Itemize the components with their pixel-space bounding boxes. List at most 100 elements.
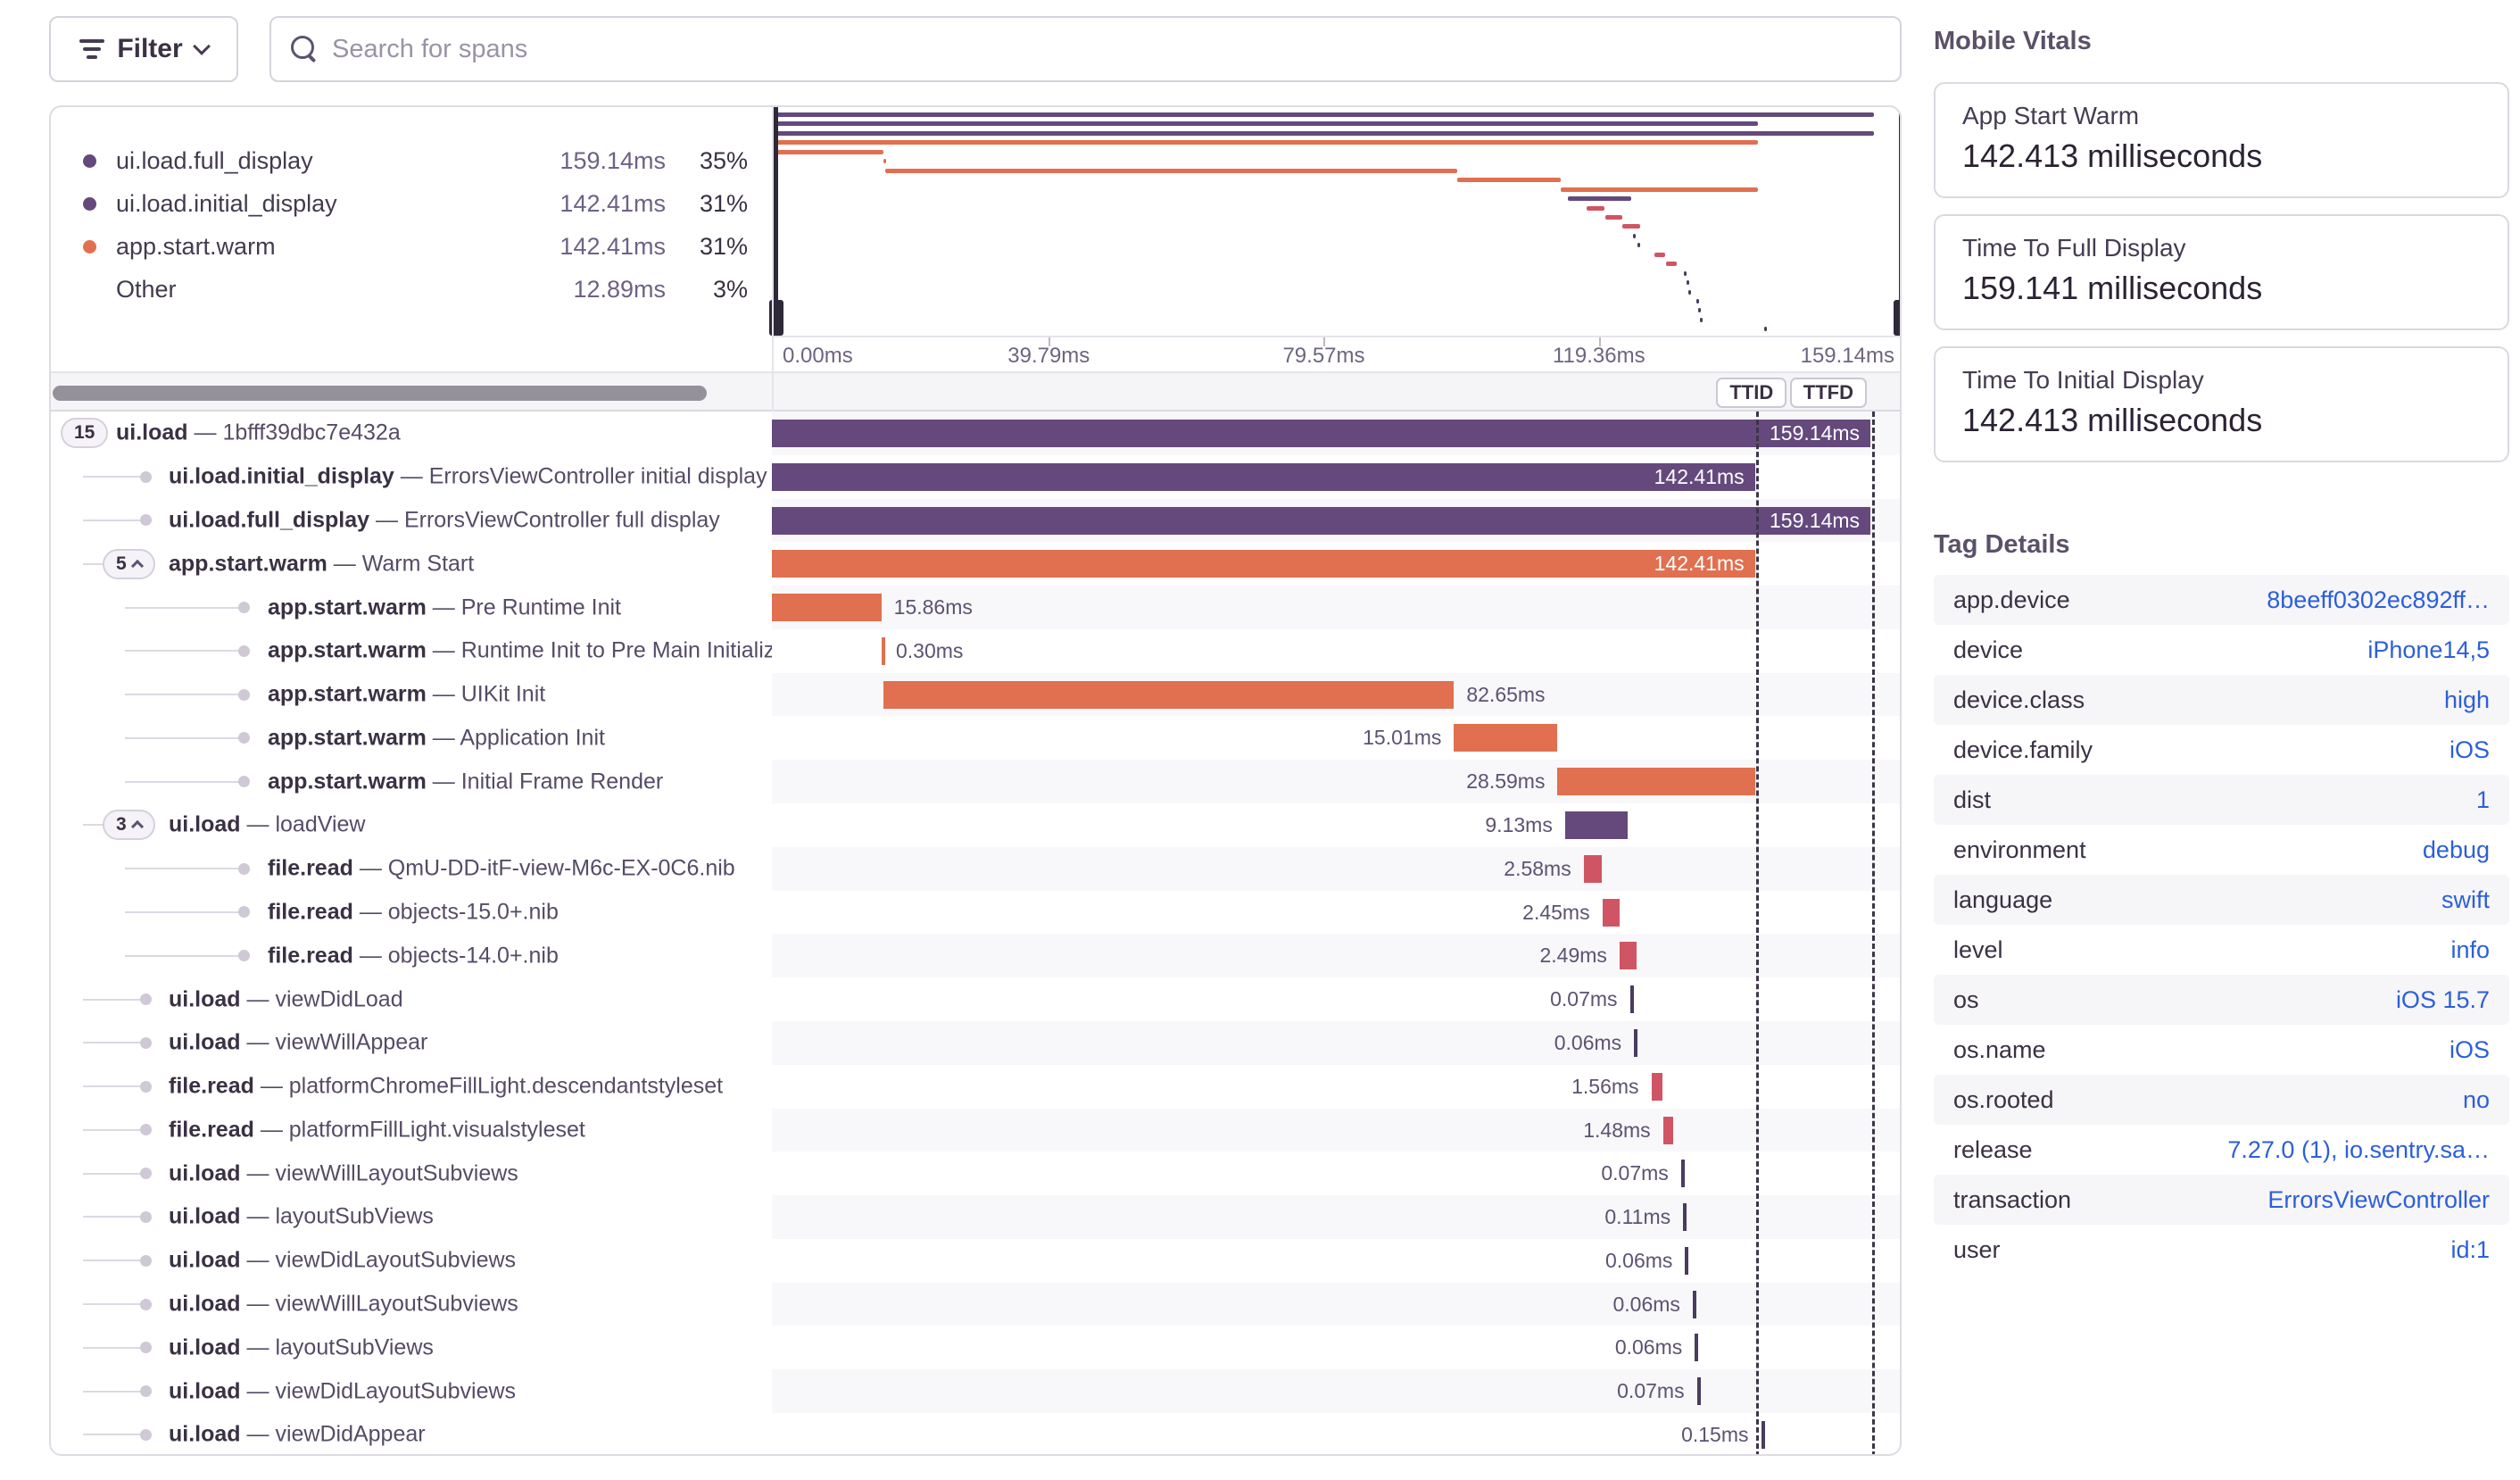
- span-duration-bar: [1634, 1028, 1638, 1057]
- span-name: file.read — objects-15.0+.nib: [268, 899, 559, 925]
- tag-value-link[interactable]: iPhone14,5: [2367, 636, 2490, 663]
- search-input[interactable]: [332, 34, 1880, 64]
- span-name: app.start.warm — Runtime Init to Pre Mai…: [268, 637, 772, 663]
- tree-node-dot-icon: [140, 514, 152, 527]
- tag-key: device.family: [1953, 736, 2093, 763]
- tree-horizontal-scrollbar[interactable]: [53, 386, 707, 401]
- span-count-toggle[interactable]: 3: [103, 810, 155, 841]
- span-row[interactable]: app.start.warm — UIKit Init 82.65ms: [51, 672, 1900, 717]
- span-tree-cell: 15 ui.load — 1bfff39dbc7e432a: [51, 412, 772, 455]
- minimap-span-bar: [1666, 262, 1677, 267]
- span-row[interactable]: 5 app.start.warm — Warm Start 142.41ms: [51, 542, 1900, 586]
- tag-row: language swift: [1934, 875, 2509, 925]
- tree-connector-line: [83, 1128, 147, 1131]
- tag-value-link[interactable]: id:1: [2450, 1235, 2490, 1263]
- tag-row: user id:1: [1934, 1225, 2509, 1275]
- span-row[interactable]: app.start.warm — Initial Frame Render 28.…: [51, 760, 1900, 804]
- span-row[interactable]: ui.load — viewWillLayoutSubviews 0.06ms: [51, 1282, 1900, 1326]
- minimap-span-bar: [774, 140, 1759, 146]
- span-count-toggle[interactable]: 15: [61, 418, 109, 449]
- minimap-span-bar: [774, 149, 883, 154]
- tree-connector-line: [125, 694, 244, 696]
- span-tree-cell: 5 app.start.warm — Warm Start: [51, 542, 772, 586]
- span-duration-label: 159.14ms: [1770, 421, 1861, 445]
- minimap-span-bar: [774, 130, 1874, 136]
- tree-connector-line: [83, 562, 104, 565]
- ttid-marker-line: [1756, 412, 1760, 1454]
- span-row[interactable]: ui.load — layoutSubViews 0.06ms: [51, 1326, 1900, 1370]
- span-row[interactable]: ui.load — layoutSubViews 0.11ms: [51, 1195, 1900, 1239]
- span-row[interactable]: ui.load.initial_display — ErrorsViewCont…: [51, 454, 1900, 499]
- ttfd-chip[interactable]: TTFD: [1789, 378, 1867, 408]
- span-duration-label: 0.07ms: [1617, 1379, 1685, 1403]
- span-bar-cell: 1.56ms: [772, 1065, 1900, 1109]
- tag-value-link[interactable]: iOS 15.7: [2395, 985, 2490, 1013]
- tag-value-link[interactable]: 8beeff0302ec892ff…: [2267, 586, 2490, 613]
- ttid-chip[interactable]: TTID: [1716, 378, 1787, 408]
- span-row[interactable]: ui.load — viewDidAppear 0.15ms: [51, 1412, 1900, 1454]
- tag-value-link[interactable]: no: [2462, 1085, 2490, 1113]
- tree-node-dot-icon: [140, 994, 152, 1006]
- span-duration-label: 82.65ms: [1466, 682, 1546, 706]
- tag-value-link[interactable]: high: [2443, 686, 2490, 713]
- tag-value-link[interactable]: info: [2450, 935, 2490, 963]
- span-row[interactable]: file.read — objects-14.0+.nib 2.49ms: [51, 934, 1900, 978]
- vital-value: 142.413 milliseconds: [1962, 137, 2263, 174]
- span-row[interactable]: app.start.warm — Pre Runtime Init 15.86ms: [51, 586, 1900, 629]
- minimap-left-handle[interactable]: [774, 107, 778, 336]
- span-row[interactable]: file.read — QmU-DD-itF-view-M6c-EX-0C6.n…: [51, 846, 1900, 891]
- tag-value-link[interactable]: debug: [2422, 836, 2490, 863]
- span-duration-label: 0.06ms: [1554, 1030, 1622, 1054]
- tag-value-link[interactable]: swift: [2441, 886, 2490, 913]
- legend-percent: 3%: [712, 275, 748, 303]
- span-tree-cell: ui.load.full_display — ErrorsViewControl…: [51, 498, 772, 543]
- legend-dot-icon: [83, 154, 96, 168]
- span-name: file.read — platformChromeFillLight.desc…: [169, 1073, 724, 1099]
- span-bar-cell: 15.01ms: [772, 716, 1900, 760]
- tag-row: level info: [1934, 925, 2509, 975]
- span-row[interactable]: file.read — platformChromeFillLight.desc…: [51, 1064, 1900, 1109]
- span-row[interactable]: 15 ui.load — 1bfff39dbc7e432a 159.14ms: [51, 412, 1900, 455]
- axis-tick-mark: [1323, 337, 1326, 346]
- span-row[interactable]: ui.load — viewDidLayoutSubviews 0.06ms: [51, 1238, 1900, 1283]
- span-row[interactable]: ui.load — viewWillAppear 0.06ms: [51, 1020, 1900, 1065]
- tag-key: language: [1953, 886, 2053, 913]
- tag-value-link[interactable]: 7.27.0 (1), io.sentry.sa…: [2227, 1135, 2490, 1163]
- span-row[interactable]: ui.load — viewWillLayoutSubviews 0.07ms: [51, 1152, 1900, 1196]
- trace-minimap[interactable]: [769, 107, 1900, 336]
- tag-key: level: [1953, 935, 2003, 963]
- filter-button[interactable]: Filter: [49, 16, 238, 82]
- tag-value-link[interactable]: ErrorsViewController: [2267, 1185, 2490, 1213]
- minimap-span-bar: [883, 159, 886, 164]
- minimap-span-bar: [1688, 289, 1692, 295]
- tree-connector-line: [125, 606, 244, 609]
- span-row[interactable]: file.read — objects-15.0+.nib 2.45ms: [51, 890, 1900, 935]
- legend-dot-icon: [83, 239, 96, 254]
- span-row[interactable]: ui.load — viewDidLoad 0.07ms: [51, 977, 1900, 1021]
- axis-tick-label: 0.00ms: [783, 344, 853, 368]
- span-duration-bar: [1761, 1420, 1765, 1449]
- minimap-right-handle[interactable]: [1899, 107, 1900, 336]
- vital-label: App Start Warm: [1962, 102, 2140, 129]
- legend-percent: 31%: [699, 232, 748, 260]
- tag-value-link[interactable]: 1: [2475, 786, 2490, 813]
- tag-value-link[interactable]: iOS: [2449, 736, 2490, 763]
- span-row[interactable]: 3 ui.load — loadView 9.13ms: [51, 803, 1900, 847]
- axis-tick-mark: [1598, 337, 1601, 346]
- tag-value-link[interactable]: iOS: [2449, 1035, 2490, 1063]
- minimap-span-bar: [885, 168, 1457, 173]
- vital-card: Time To Initial Display 142.413 milliseco…: [1934, 346, 2509, 462]
- span-row[interactable]: app.start.warm — Runtime Init to Pre Mai…: [51, 628, 1900, 673]
- span-duration-label: 0.11ms: [1604, 1205, 1671, 1229]
- span-tree-cell: ui.load — viewDidAppear: [51, 1412, 772, 1454]
- span-row[interactable]: ui.load.full_display — ErrorsViewControl…: [51, 498, 1900, 543]
- minimap-right-handle-grip[interactable]: [1894, 300, 1900, 336]
- span-row[interactable]: ui.load — viewDidLayoutSubviews 0.07ms: [51, 1369, 1900, 1413]
- span-bar-cell: 0.11ms: [772, 1195, 1900, 1239]
- span-name: ui.load.initial_display — ErrorsViewCont…: [169, 463, 767, 489]
- span-count-toggle[interactable]: 5: [103, 548, 155, 579]
- tree-node-dot-icon: [238, 688, 250, 701]
- tree-connector-line: [83, 1390, 147, 1393]
- span-row[interactable]: app.start.warm — Application Init 15.01ms: [51, 716, 1900, 761]
- span-row[interactable]: file.read — platformFillLight.visualstyl…: [51, 1108, 1900, 1152]
